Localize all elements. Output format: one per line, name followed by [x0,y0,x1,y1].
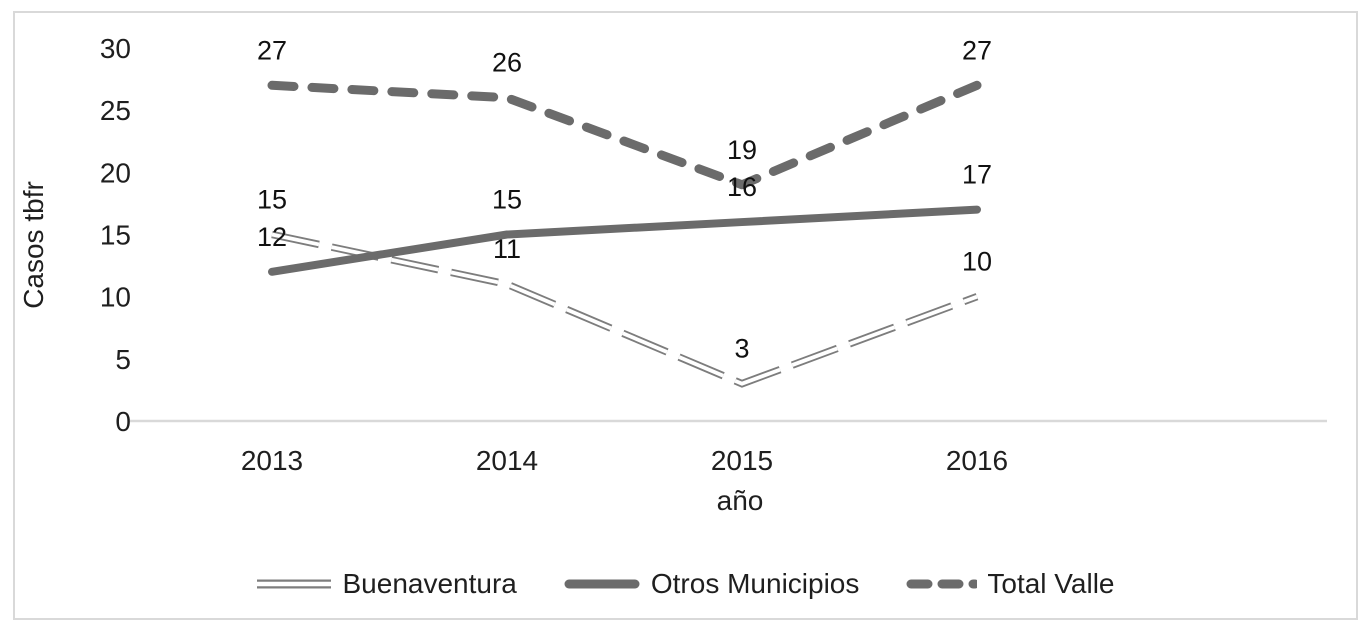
y-tick-label: 0 [115,406,131,437]
y-tick-label: 15 [100,220,131,251]
data-label: 19 [727,135,757,165]
chart-legend: Buenaventura Otros Municipios Total Vall… [0,568,1369,600]
data-label: 16 [727,172,757,202]
x-tick-label: 2014 [476,445,538,476]
total-valle-dashed-line-icon [906,579,978,589]
data-label: 17 [962,160,992,190]
otros-municipios-solid-line-icon [564,579,640,589]
legend-item-buenaventura: Buenaventura [255,568,517,600]
data-label: 11 [493,234,521,264]
data-label: 15 [257,185,287,215]
chart-frame-border [13,11,1358,620]
x-tick-label: 2013 [241,445,303,476]
legend-item-total-valle: Total Valle [905,568,1114,600]
legend-label: Otros Municipios [650,568,860,599]
legend-label: Buenaventura [342,568,517,599]
y-tick-label: 30 [100,33,131,64]
y-tick-label: 5 [115,344,131,375]
y-tick-label: 20 [100,157,131,188]
y-tick-label: 25 [100,95,131,126]
data-label: 27 [962,35,992,65]
series-line-otros-municipios [268,205,981,276]
data-label: 10 [962,247,992,277]
y-tick-label: 10 [100,282,131,313]
data-label: 3 [734,334,749,364]
x-tick-label: 2015 [711,445,773,476]
data-label: 12 [257,222,287,252]
x-axis-title: año [716,485,764,516]
data-label: 15 [492,185,522,215]
x-tick-label: 2016 [946,445,1008,476]
series-line-total-valle [267,80,982,190]
data-label: 27 [257,35,287,65]
data-label: 26 [492,48,522,78]
series-line-inner-buenaventura [271,232,978,386]
legend-item-otros-municipios: Otros Municipios [563,568,860,600]
buenaventura-double-line-icon [256,579,331,589]
legend-label: Total Valle [987,568,1115,599]
y-axis-title: Casos tbfr [18,181,49,309]
